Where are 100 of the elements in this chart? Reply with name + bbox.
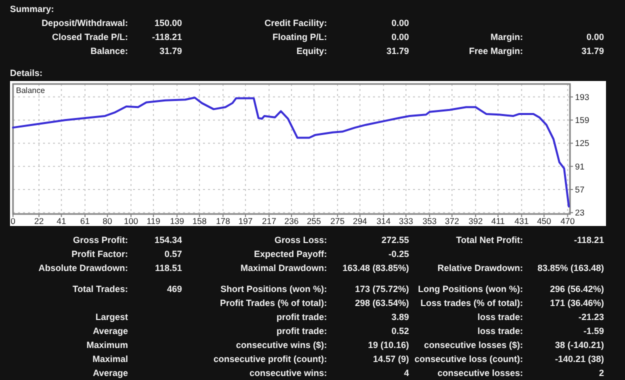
text: 0.52	[391, 326, 409, 336]
x-tick-label: 470	[560, 216, 575, 226]
y-tick-label: 125	[575, 138, 590, 148]
text: 0.00	[586, 32, 604, 42]
text: 173 (75.72%)	[354, 284, 409, 294]
text: 2	[598, 368, 604, 378]
text: Balance:	[90, 46, 128, 56]
text: 3.89	[391, 312, 409, 322]
text: Total Net Profit:	[456, 235, 523, 245]
text: Total Trades:	[72, 284, 128, 294]
text: -1.59	[583, 326, 604, 336]
text: consecutive loss (count):	[414, 354, 523, 364]
text: -140.21 (38)	[554, 354, 604, 364]
text: Loss trades (% of total):	[420, 298, 523, 308]
chart-title: Balance	[16, 86, 46, 95]
x-tick-label: 139	[170, 216, 184, 226]
x-tick-label: 41	[56, 216, 66, 226]
text: 38 (-140.21)	[554, 340, 604, 350]
text: Gross Loss:	[274, 235, 327, 245]
text: 31.79	[581, 46, 604, 56]
x-tick-label: 178	[216, 216, 230, 226]
y-tick-label: 57	[575, 184, 585, 194]
text: Gross Profit:	[72, 235, 128, 245]
x-tick-label: 392	[468, 216, 483, 226]
x-tick-label: 0	[10, 216, 16, 226]
x-tick-label: 119	[146, 216, 160, 226]
text: Average	[92, 326, 128, 336]
text: 14.57 (9)	[372, 354, 409, 364]
line-series	[12, 96, 570, 208]
text: 0.57	[164, 249, 182, 259]
text: consecutive losses:	[437, 368, 523, 378]
text: -0.25	[388, 249, 409, 259]
x-tick-label: 255	[306, 216, 322, 226]
text: Absolute Drawdown:	[38, 263, 128, 273]
text: loss trade:	[477, 326, 523, 336]
y-tick-label: 91	[575, 161, 585, 172]
text: 19 (10.16)	[368, 340, 409, 350]
text: 171 (36.46%)	[550, 298, 604, 308]
x-tick-label: 372	[444, 216, 460, 226]
x-tick-label: 314	[376, 216, 391, 226]
text: Expected Payoff:	[254, 249, 327, 259]
text: Margin:	[490, 32, 523, 42]
x-tick-label: 61	[80, 216, 90, 226]
text: Profit Factor:	[71, 249, 128, 259]
text: profit trade:	[276, 312, 327, 322]
text: profit trade:	[276, 326, 327, 336]
x-tick-label: 450	[536, 216, 552, 226]
x-tick-label: 333	[398, 216, 414, 226]
text: Maximal	[92, 354, 128, 364]
text: 163.48 (83.85%)	[342, 263, 409, 273]
text: Profit Trades (% of total):	[220, 298, 327, 308]
text: Credit Facility:	[264, 18, 327, 28]
text: 31.79	[159, 46, 182, 56]
text: 31.79	[386, 46, 409, 56]
x-tick-label: 353	[422, 216, 437, 226]
text: 0.00	[391, 18, 409, 28]
text: Maximal Drawdown:	[240, 263, 327, 273]
text: 150.00	[154, 18, 182, 28]
text: -21.23	[578, 312, 604, 322]
x-tick-label: 294	[352, 216, 368, 226]
text: 272.55	[381, 235, 409, 245]
x-tick-label: 275	[330, 216, 345, 226]
y-tick-label: 193	[575, 92, 590, 102]
text: 83.85% (163.48)	[537, 263, 604, 273]
text: consecutive wins ($):	[236, 340, 327, 350]
x-tick-label: 158	[192, 216, 207, 226]
text: Summary:	[10, 4, 54, 14]
text: Relative Drawdown:	[437, 263, 523, 273]
text: Largest	[95, 312, 128, 322]
x-tick-label: 236	[284, 216, 299, 226]
text: consecutive losses ($):	[424, 340, 523, 350]
x-tick-label: 22	[34, 216, 44, 226]
text: 298 (63.54%)	[354, 298, 409, 308]
text: Deposit/Withdrawal:	[42, 18, 128, 28]
text: Floating P/L:	[272, 32, 327, 42]
x-tick-label: 100	[124, 216, 138, 226]
x-tick-label: 431	[514, 216, 529, 226]
text: 296 (56.42%)	[550, 284, 604, 294]
text: Free Margin:	[468, 46, 523, 56]
text: loss trade:	[477, 312, 523, 322]
y-tick-label: 159	[575, 115, 590, 126]
x-tick-label: 80	[102, 216, 112, 226]
text: 469	[166, 284, 182, 294]
text: 154.34	[154, 235, 182, 245]
text: 118.51	[154, 263, 182, 273]
x-tick-label: 411	[491, 216, 506, 226]
text: Average	[92, 368, 128, 378]
text: consecutive wins:	[249, 368, 327, 378]
text: Equity:	[296, 46, 327, 56]
text: Closed Trade P/L:	[52, 32, 128, 42]
x-tick-label: 217	[262, 216, 276, 226]
text: -118.21	[152, 32, 182, 42]
text: Details:	[10, 68, 43, 78]
text: 0.00	[391, 32, 409, 42]
text: Maximum	[86, 340, 128, 350]
text: 4	[404, 368, 409, 378]
text: Long Positions (won %):	[418, 284, 523, 294]
text: -118.21	[574, 235, 604, 245]
y-tick-label: 23	[575, 208, 585, 218]
text: Short Positions (won %):	[220, 284, 327, 294]
